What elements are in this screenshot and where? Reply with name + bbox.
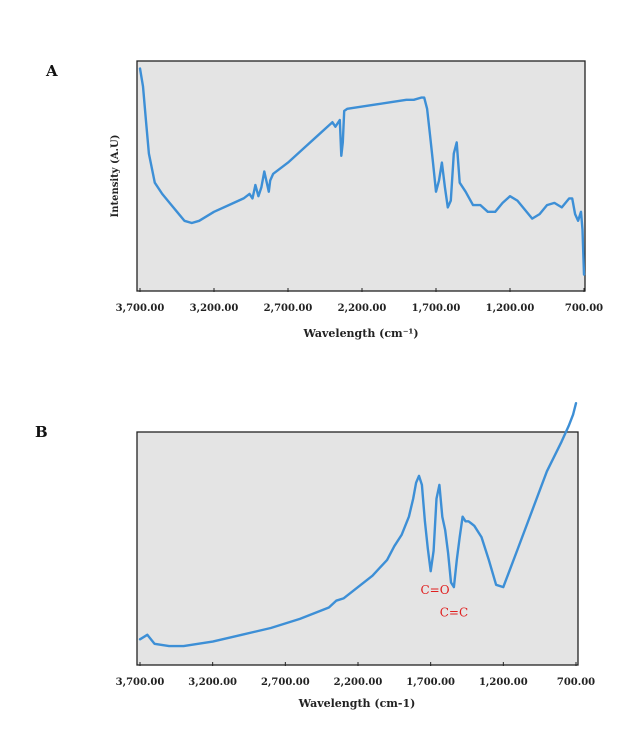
panel-b-series-line bbox=[138, 402, 578, 648]
x-tick-label: 2,200.00 bbox=[334, 677, 383, 688]
panel-a-x-axis-label: Wavelength (cm⁻¹) bbox=[302, 327, 418, 340]
panel-b: B 3,700.00 3,200.00 2,700.00 2,200.00 1,700.… bbox=[35, 402, 595, 710]
panel-b-x-axis: 3,700.00 3,200.00 2,700.00 2,200.00 1,700.00… bbox=[116, 662, 595, 688]
x-tick-label: 1,700.00 bbox=[412, 303, 461, 314]
x-tick-label: 3,700.00 bbox=[116, 677, 165, 688]
x-tick-label: 1,200.00 bbox=[479, 677, 528, 688]
x-tick-label: 2,200.00 bbox=[338, 303, 387, 314]
x-tick-label: 3,200.00 bbox=[190, 303, 239, 314]
panel-a: A 3,700.00 3,200.00 2,700.00 2,200.00 1,700.… bbox=[45, 60, 603, 340]
annotation-label: C=O bbox=[420, 583, 449, 597]
x-tick-label: 3,200.00 bbox=[188, 677, 237, 688]
x-tick-label: 2,700.00 bbox=[261, 677, 310, 688]
x-tick-label: 1,700.00 bbox=[406, 677, 455, 688]
x-tick-label: 1,200.00 bbox=[486, 303, 535, 314]
panel-b-plot-area bbox=[136, 431, 579, 666]
x-tick-label: 700.00 bbox=[557, 677, 595, 688]
x-tick-label: 700.00 bbox=[565, 303, 603, 314]
panel-a-plot-area bbox=[136, 60, 586, 292]
panel-b-letter: B bbox=[35, 423, 48, 441]
x-tick-label: 2,700.00 bbox=[264, 303, 313, 314]
panel-b-x-axis-label: Wavelength (cm-1) bbox=[298, 697, 416, 710]
panel-a-letter: A bbox=[45, 62, 58, 80]
panel-a-series-line bbox=[138, 67, 586, 276]
panel-b-annotations: C=O C=C bbox=[420, 583, 468, 620]
annotation-label: C=C bbox=[440, 606, 468, 620]
panel-a-y-axis-label: Intensity (A.U) bbox=[110, 135, 121, 218]
x-tick-label: 3,700.00 bbox=[116, 303, 165, 314]
panel-a-x-axis: 3,700.00 3,200.00 2,700.00 2,200.00 1,700.00… bbox=[116, 288, 603, 314]
